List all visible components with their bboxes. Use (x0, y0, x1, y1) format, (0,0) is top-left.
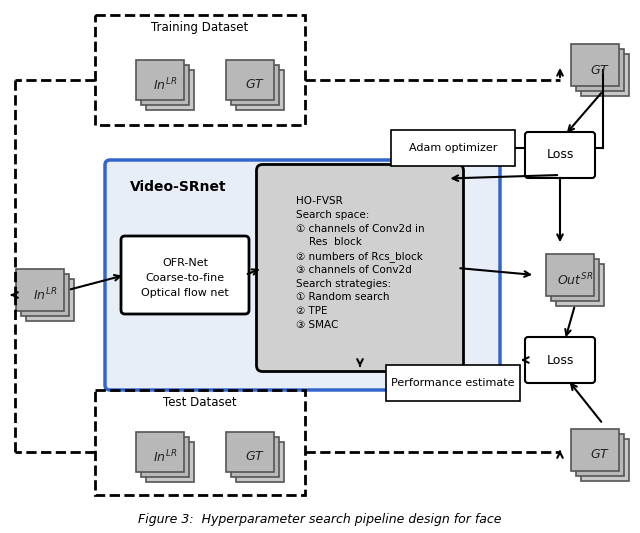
FancyBboxPatch shape (26, 279, 74, 321)
Text: Test Dataset: Test Dataset (163, 397, 237, 409)
FancyBboxPatch shape (556, 264, 604, 306)
Bar (95, 15, 305, 125)
FancyBboxPatch shape (576, 434, 624, 476)
FancyBboxPatch shape (231, 437, 279, 477)
FancyBboxPatch shape (576, 49, 624, 91)
Text: $In^{LR}$: $In^{LR}$ (33, 287, 57, 303)
Text: Training Dataset: Training Dataset (152, 21, 248, 35)
FancyBboxPatch shape (525, 337, 595, 383)
Text: OFR-Net: OFR-Net (162, 258, 208, 268)
Text: Loss: Loss (547, 353, 573, 367)
Text: Performance estimate: Performance estimate (391, 378, 515, 388)
FancyBboxPatch shape (136, 60, 184, 100)
Text: Loss: Loss (547, 149, 573, 161)
Text: Figure 3:  Hyperparameter search pipeline design for face: Figure 3: Hyperparameter search pipeline… (138, 513, 502, 527)
Text: $GT$: $GT$ (245, 78, 265, 92)
Text: Video-SRnet: Video-SRnet (130, 180, 227, 194)
Text: HO-FVSR
Search space:
① channels of Conv2d in
    Res  block
② numbers of Rcs_bl: HO-FVSR Search space: ① channels of Conv… (296, 196, 424, 329)
FancyBboxPatch shape (21, 274, 69, 316)
Bar (95, 390, 305, 495)
FancyBboxPatch shape (571, 44, 619, 86)
Text: Optical flow net: Optical flow net (141, 288, 229, 298)
Text: $In^{LR}$: $In^{LR}$ (153, 449, 177, 465)
FancyBboxPatch shape (146, 70, 194, 110)
FancyBboxPatch shape (236, 70, 284, 110)
FancyBboxPatch shape (236, 442, 284, 482)
FancyBboxPatch shape (581, 439, 629, 481)
FancyBboxPatch shape (525, 132, 595, 178)
Text: Coarse-to-fine: Coarse-to-fine (145, 273, 225, 283)
FancyBboxPatch shape (551, 259, 599, 301)
Text: $In^{LR}$: $In^{LR}$ (153, 77, 177, 93)
Text: $GT$: $GT$ (590, 448, 610, 462)
FancyBboxPatch shape (386, 365, 520, 401)
FancyBboxPatch shape (546, 254, 594, 296)
FancyBboxPatch shape (141, 437, 189, 477)
FancyBboxPatch shape (231, 65, 279, 105)
FancyBboxPatch shape (581, 54, 629, 96)
FancyBboxPatch shape (141, 65, 189, 105)
FancyBboxPatch shape (391, 130, 515, 166)
FancyBboxPatch shape (146, 442, 194, 482)
FancyBboxPatch shape (257, 165, 463, 372)
FancyBboxPatch shape (571, 429, 619, 471)
Text: Adam optimizer: Adam optimizer (409, 143, 497, 153)
FancyBboxPatch shape (105, 160, 500, 390)
Text: $GT$: $GT$ (590, 63, 610, 77)
FancyBboxPatch shape (226, 60, 274, 100)
Text: $GT$: $GT$ (245, 450, 265, 464)
Text: $Out^{SR}$: $Out^{SR}$ (557, 272, 593, 288)
FancyBboxPatch shape (226, 432, 274, 472)
FancyBboxPatch shape (136, 432, 184, 472)
FancyBboxPatch shape (121, 236, 249, 314)
FancyBboxPatch shape (16, 269, 64, 311)
